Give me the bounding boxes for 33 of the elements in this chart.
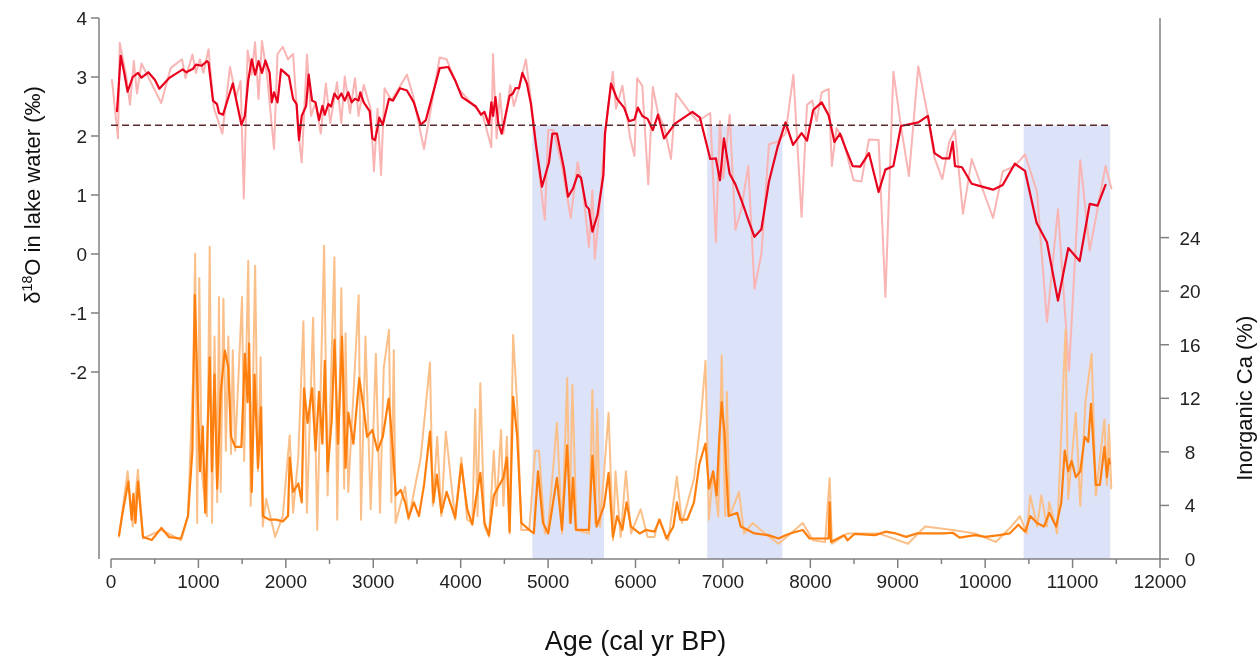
x-tick-label: 3000 <box>352 571 395 592</box>
x-tick-label: 12000 <box>1133 571 1187 592</box>
y-tick-label: -1 <box>70 302 87 324</box>
y2-tick-label: 24 <box>1179 227 1201 249</box>
y2-tick-label: 20 <box>1179 281 1201 303</box>
y2-tick-label: 4 <box>1184 495 1196 517</box>
y-tick-label: -2 <box>70 361 87 383</box>
y2-tick-label: 8 <box>1184 441 1196 463</box>
x-axis-title: Age (cal yr BP) <box>544 626 727 656</box>
x-tick-label: 10000 <box>958 571 1012 592</box>
y-tick-label: 0 <box>76 243 87 265</box>
line-series <box>117 244 1113 545</box>
x-tick-label: 6000 <box>614 571 657 592</box>
x-tick-label: 9000 <box>876 571 919 592</box>
x-tick-label: 4000 <box>439 571 482 592</box>
x-tick-label: 2000 <box>264 571 307 592</box>
x-tick-label: 11000 <box>1046 571 1099 592</box>
line-series <box>117 294 1111 544</box>
line-series <box>115 54 1107 302</box>
y-tick-label: 3 <box>76 67 87 88</box>
y2-axis-title: Inorganic Ca (%) <box>1232 315 1257 481</box>
y-tick-label: 2 <box>76 125 87 147</box>
x-tick-label: 1000 <box>177 571 220 592</box>
y-tick-label: 4 <box>76 8 88 29</box>
x-tick-label: 8000 <box>789 571 832 592</box>
y2-tick-label: 12 <box>1179 388 1201 410</box>
x-tick-label: 7000 <box>701 571 745 592</box>
line-series <box>110 40 1113 372</box>
y2-tick-label: 0 <box>1184 549 1196 570</box>
x-tick-label: 5000 <box>526 571 570 592</box>
y-tick-label: 1 <box>76 184 87 206</box>
y2-tick-label: 16 <box>1179 334 1201 356</box>
x-tick-label: 0 <box>105 571 117 592</box>
